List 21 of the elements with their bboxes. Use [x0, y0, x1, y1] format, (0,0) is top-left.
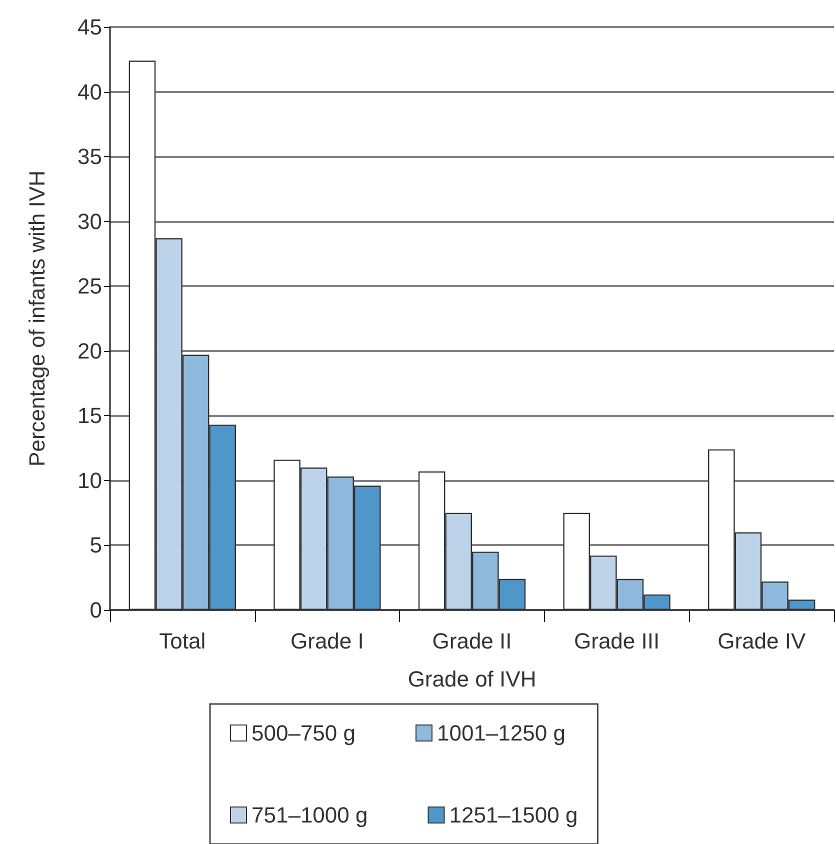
y-tick-label: 40	[78, 79, 102, 104]
legend-label: 1001–1250 g	[436, 720, 566, 746]
x-tick-label: Grade III	[574, 628, 660, 654]
y-tick-label: 30	[78, 208, 102, 234]
y-tick-label: 25	[78, 274, 102, 299]
y-tick-label: 20	[78, 338, 102, 364]
x-tick-label: Total	[159, 628, 206, 654]
legend-label: 751–1000 g	[252, 802, 368, 828]
x-tick-label: Grade II	[432, 628, 512, 654]
legend-label: 500–750 g	[252, 720, 356, 746]
y-tick-label: 45	[78, 14, 102, 40]
y-tick-label: 0	[90, 598, 102, 622]
legend-label: 1251–1500 g	[449, 802, 578, 828]
x-tick-label: Grade I	[290, 628, 364, 654]
x-axis-title: Grade of IVH	[408, 666, 536, 692]
y-tick-label: 15	[78, 403, 102, 428]
y-tick-label: 10	[78, 468, 102, 493]
x-tick-label: Grade IV	[718, 628, 806, 654]
y-tick-label: 35	[78, 144, 102, 170]
y-tick-label: 5	[90, 532, 102, 558]
y-axis-title: Percentage of infants with IVH	[24, 170, 50, 466]
